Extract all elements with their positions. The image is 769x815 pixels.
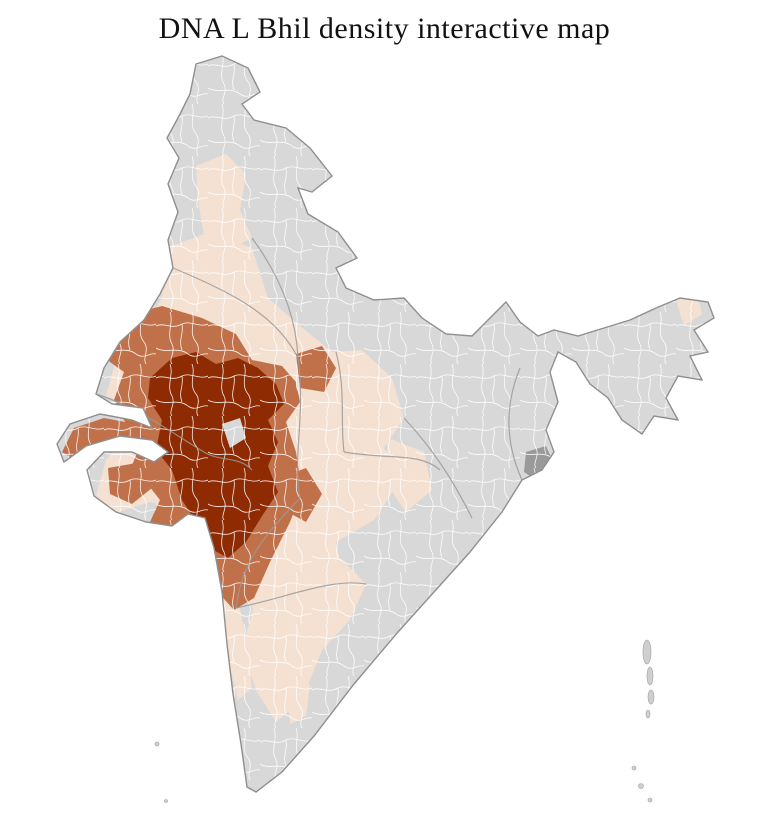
state-border-line <box>296 357 302 499</box>
nicobar-island[interactable] <box>638 783 644 789</box>
state-border-line <box>235 582 367 609</box>
state-border-line <box>172 267 299 359</box>
andaman-island[interactable] <box>646 666 654 686</box>
lakshadweep-island[interactable] <box>164 799 168 803</box>
nicobar-island[interactable] <box>647 797 653 803</box>
islands <box>154 639 655 803</box>
map-title: DNA L Bhil density interactive map <box>158 12 611 45</box>
india-outline <box>56 55 715 793</box>
andaman-island[interactable] <box>642 639 652 665</box>
state-border-line <box>403 417 473 519</box>
andaman-island[interactable] <box>647 689 655 705</box>
state-border-line <box>343 451 441 471</box>
state-borders <box>95 237 523 609</box>
state-border-line <box>508 367 523 481</box>
state-border-line <box>335 351 345 453</box>
nicobar-island[interactable] <box>631 765 637 771</box>
state-border-line <box>235 497 301 609</box>
andaman-island[interactable] <box>645 709 651 719</box>
state-border-line <box>251 237 299 359</box>
lakshadweep-island[interactable] <box>154 741 160 747</box>
